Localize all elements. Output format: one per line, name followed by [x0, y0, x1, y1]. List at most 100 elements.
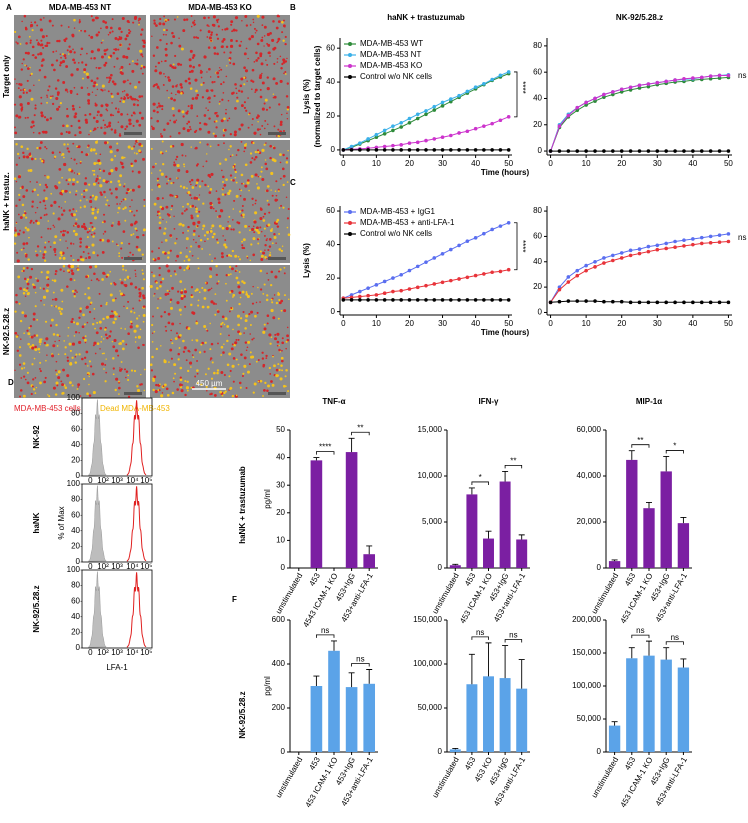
cell-dot — [81, 61, 83, 63]
y-tick-label: 50,000 — [577, 714, 602, 723]
cell-dot — [269, 238, 272, 241]
bar — [626, 460, 637, 568]
cell-dot — [173, 381, 175, 383]
cell-dot — [18, 214, 20, 216]
cell-dot — [119, 184, 122, 187]
cell-dot — [217, 38, 219, 40]
y-tick-label: 20 — [276, 508, 285, 517]
cell-dot — [285, 369, 288, 372]
cell-dot — [210, 173, 213, 176]
data-point — [602, 261, 606, 265]
cell-dot — [76, 68, 79, 71]
cell-dot — [226, 255, 228, 257]
cell-dot — [93, 85, 96, 88]
cell-dot — [229, 310, 231, 312]
cell-dot — [124, 206, 127, 209]
cell-dot — [124, 183, 125, 184]
cell-dot — [99, 327, 102, 330]
cell-dot — [247, 58, 248, 59]
cell-dot — [263, 45, 264, 46]
cell-dot — [51, 319, 54, 322]
cell-dot — [39, 184, 41, 186]
cell-dot — [233, 228, 235, 230]
cell-dot — [163, 73, 165, 75]
cell-dot — [225, 109, 227, 111]
cell-dot — [77, 386, 79, 388]
cell-dot — [255, 203, 257, 205]
cell-dot — [232, 296, 234, 298]
cell-dot — [265, 59, 266, 60]
cell-dot — [209, 36, 212, 39]
cell-dot — [59, 268, 61, 270]
cell-dot — [171, 67, 173, 69]
cell-dot — [167, 394, 170, 397]
cell-dot — [191, 294, 193, 296]
cell-dot — [281, 114, 282, 115]
cell-dot — [257, 312, 259, 314]
cell-dot — [180, 378, 183, 381]
bar — [346, 687, 358, 752]
cell-dot — [28, 237, 30, 239]
cell-dot — [225, 158, 228, 161]
cell-dot — [100, 127, 102, 129]
cell-dot — [109, 188, 111, 190]
cell-dot — [272, 20, 275, 23]
cell-dot — [83, 71, 85, 73]
cell-dot — [117, 49, 119, 51]
cell-dot — [33, 188, 36, 191]
cell-dot — [74, 112, 77, 115]
cell-dot — [143, 199, 145, 201]
cell-dot — [220, 83, 222, 85]
cell-dot — [102, 40, 103, 41]
cell-dot — [281, 369, 283, 371]
cell-dot — [182, 115, 184, 117]
cell-dot — [138, 248, 141, 251]
cell-dot — [159, 72, 162, 75]
cell-dot — [259, 226, 261, 228]
cell-dot — [113, 373, 115, 375]
cell-dot — [196, 115, 198, 117]
cell-dot — [87, 93, 90, 96]
cell-dot — [267, 185, 270, 188]
cell-dot — [241, 244, 243, 246]
cell-dot — [18, 194, 20, 196]
cell-dot — [182, 340, 185, 343]
cell-dot — [251, 175, 254, 178]
cell-dot — [206, 153, 207, 154]
y-tick-label: 40 — [326, 240, 335, 249]
scale-box — [268, 257, 286, 260]
cell-dot — [110, 27, 113, 30]
cell-dot — [248, 127, 250, 129]
data-point — [441, 281, 445, 285]
cell-dot — [105, 372, 107, 374]
significance-label: ns — [671, 633, 679, 642]
cell-dot — [230, 20, 233, 23]
cell-dot — [30, 74, 31, 75]
data-point — [449, 298, 453, 302]
cell-dot — [120, 327, 122, 329]
cell-dot — [109, 271, 111, 273]
cell-dot — [89, 394, 92, 397]
cell-dot — [228, 149, 230, 151]
cell-dot — [161, 108, 163, 110]
cell-dot — [47, 89, 49, 91]
cell-dot — [157, 86, 159, 88]
cell-dot — [244, 52, 247, 55]
cell-dot — [270, 309, 273, 312]
data-point — [499, 148, 503, 152]
cell-dot — [40, 158, 42, 160]
cell-dot — [227, 120, 229, 122]
data-point — [441, 104, 445, 108]
cell-dot — [77, 268, 80, 271]
cell-dot — [85, 245, 88, 248]
cell-dot — [157, 180, 159, 182]
cell-dot — [42, 131, 45, 134]
cell-dot — [45, 197, 48, 200]
data-point — [358, 295, 362, 299]
cell-dot — [74, 134, 76, 136]
cell-dot — [143, 278, 145, 280]
data-point — [664, 80, 668, 84]
y-tick-label: 200,000 — [572, 615, 601, 624]
data-point — [366, 137, 370, 141]
cell-dot — [104, 273, 106, 275]
